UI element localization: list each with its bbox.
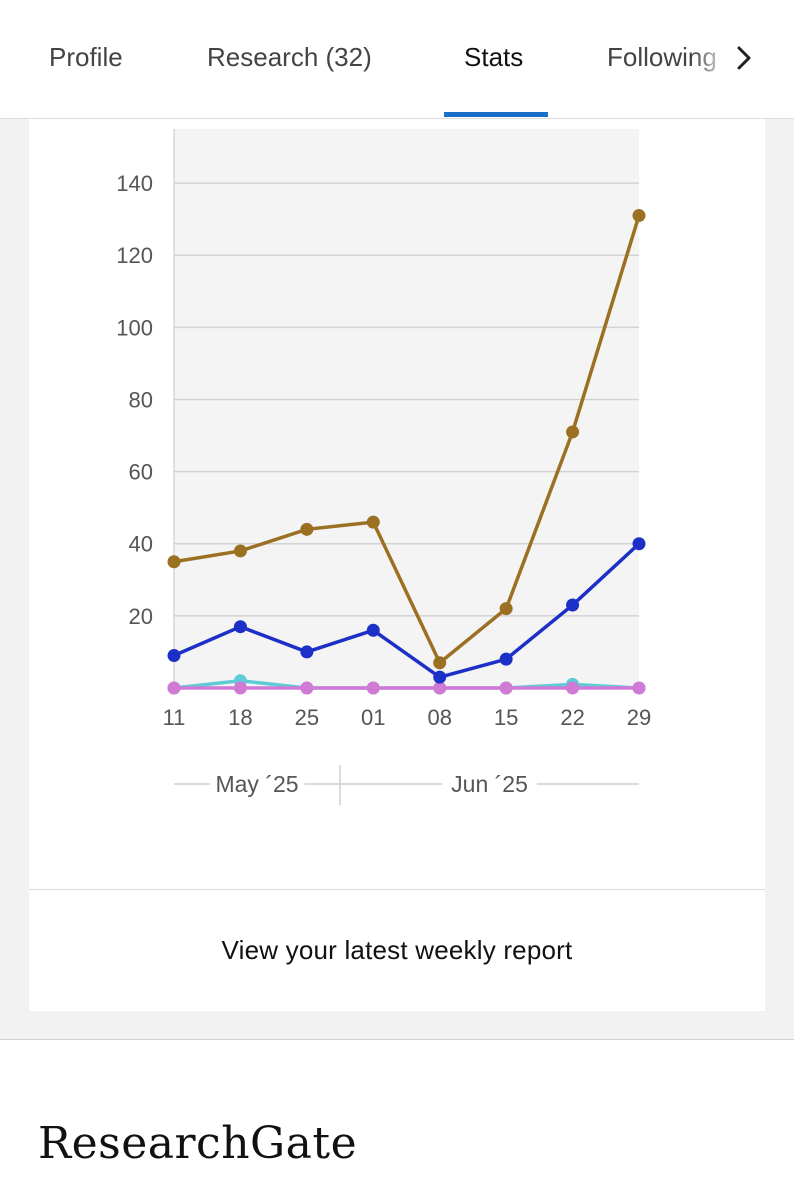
x-tick-label: 11 xyxy=(163,705,186,730)
data-point xyxy=(167,649,181,663)
tab-bar: Profile Research (32) Stats Following xyxy=(0,0,794,119)
y-tick-label: 40 xyxy=(129,532,153,557)
data-point xyxy=(366,681,380,695)
x-tick-label: 08 xyxy=(427,705,451,730)
data-point xyxy=(566,681,580,695)
data-point xyxy=(632,681,646,695)
data-point xyxy=(566,598,580,612)
data-point xyxy=(499,681,513,695)
data-point xyxy=(300,681,314,695)
x-tick-label: 25 xyxy=(295,705,319,730)
reads-chart: 20 40 60 80 100 120 140 11 18 25 01 08 15 22 29 May ´25… xyxy=(116,129,651,805)
data-point xyxy=(233,620,247,634)
series-line xyxy=(173,542,641,679)
tab-profile[interactable]: Profile xyxy=(49,42,123,72)
footer-divider xyxy=(0,1039,794,1040)
data-point xyxy=(566,425,580,439)
stats-card: 20 40 60 80 100 120 140 11 18 25 01 08 15 22 29 May ´25… xyxy=(29,119,765,1011)
y-tick-label: 60 xyxy=(129,460,153,485)
data-point xyxy=(499,602,513,616)
data-point xyxy=(233,544,247,558)
data-point xyxy=(167,555,181,569)
series-line xyxy=(173,215,641,665)
month-label: May ´25 xyxy=(215,771,298,797)
x-tick-label: 29 xyxy=(627,705,651,730)
x-tick-label: 22 xyxy=(560,705,584,730)
tab-research[interactable]: Research (32) xyxy=(207,42,372,72)
y-tick-label: 20 xyxy=(129,604,153,629)
stats-section: 20 40 60 80 100 120 140 11 18 25 01 08 15 22 29 May ´25… xyxy=(0,119,794,1039)
tab-following[interactable]: Following xyxy=(607,42,717,72)
data-point xyxy=(433,670,447,684)
data-point xyxy=(632,209,646,223)
x-tick-label: 01 xyxy=(361,705,385,730)
y-tick-label: 80 xyxy=(129,387,153,412)
data-point xyxy=(233,681,247,695)
data-point xyxy=(632,537,646,551)
x-tick-label: 18 xyxy=(228,705,252,730)
chevron-right-icon[interactable] xyxy=(728,40,760,76)
researchgate-logo: ResearchGate xyxy=(38,1118,358,1169)
y-tick-label: 100 xyxy=(116,315,153,340)
x-tick-label: 15 xyxy=(494,705,518,730)
weekly-report-link[interactable]: View your latest weekly report xyxy=(221,934,573,965)
y-tick-label: 140 xyxy=(116,171,153,196)
data-point xyxy=(433,656,447,670)
tab-stats[interactable]: Stats xyxy=(464,42,524,72)
data-point xyxy=(433,681,447,695)
data-point xyxy=(300,645,314,659)
card-divider xyxy=(29,889,765,890)
data-point xyxy=(366,515,380,529)
data-point xyxy=(300,522,314,536)
data-point xyxy=(499,652,513,666)
y-tick-label: 120 xyxy=(116,243,153,268)
data-point xyxy=(366,623,380,637)
month-label: Jun ´25 xyxy=(451,771,528,797)
active-tab-indicator xyxy=(444,112,548,117)
data-point xyxy=(167,681,181,695)
